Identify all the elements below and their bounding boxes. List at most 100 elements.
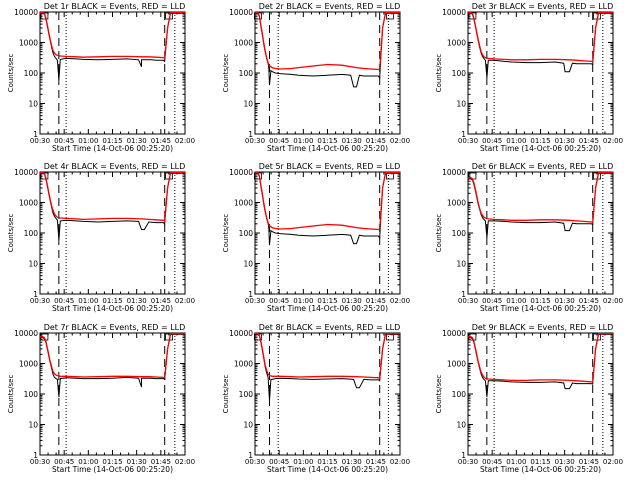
x-tick-label: 01:45 [366, 297, 386, 305]
y-tick-label: 100 [452, 229, 467, 238]
x-tick-label: 00:45 [54, 297, 74, 305]
x-tick-label: 02:00 [390, 458, 410, 466]
y-tick-label: 100 [239, 390, 254, 399]
panel-title: Det 7r BLACK = Events, RED = LLD [44, 323, 186, 332]
x-tick-label: 01:15 [530, 458, 550, 466]
x-axis-label: Start Time (14-Oct-06 00:25:20) [267, 144, 388, 153]
event-rate-line [40, 172, 185, 240]
y-axis-label: Counts/sec [222, 375, 230, 414]
y-tick-label: 10 [243, 260, 253, 269]
lld-rate-line [468, 12, 613, 63]
x-tick-label: 01:00 [506, 458, 526, 466]
y-tick-label: 1000 [19, 199, 38, 208]
y-tick-label: 10000 [442, 168, 466, 177]
x-tick-label: 01:15 [317, 137, 337, 145]
event-rate-line [40, 12, 185, 80]
y-axis-label: Counts/sec [7, 54, 15, 93]
x-tick-label: 02:00 [603, 297, 623, 305]
x-axis-label: Start Time (14-Oct-06 00:25:20) [267, 304, 388, 313]
y-tick-label: 1000 [234, 39, 253, 48]
x-tick-label: 00:30 [245, 458, 265, 466]
x-tick-label: 02:00 [390, 137, 410, 145]
lld-rate-line [40, 172, 185, 221]
y-tick-label: 10 [28, 260, 38, 269]
panel-title: Det 3r BLACK = Events, RED = LLD [472, 2, 614, 11]
x-tick-label: 00:30 [30, 297, 50, 305]
y-tick-label: 1 [461, 451, 466, 460]
x-tick-label: 01:15 [102, 297, 122, 305]
detector-panel: Det 4r BLACK = Events, RED = LLD 1 10 100 10… [7, 162, 195, 313]
x-tick-label: 00:45 [269, 458, 289, 466]
panel-title: Det 1r BLACK = Events, RED = LLD [44, 2, 186, 11]
x-tick-label: 00:45 [54, 458, 74, 466]
lld-rate-line [40, 12, 185, 59]
plot-frame [467, 332, 614, 456]
x-tick-label: 00:45 [482, 137, 502, 145]
event-rate-line [468, 333, 613, 398]
y-tick-label: 1000 [19, 360, 38, 369]
y-tick-label: 10000 [14, 8, 38, 17]
y-axis-label: Counts/sec [435, 54, 443, 93]
x-tick-label: 00:30 [458, 458, 478, 466]
x-tick-label: 01:30 [127, 297, 147, 305]
x-axis-label: Start Time (14-Oct-06 00:25:20) [480, 304, 601, 313]
y-tick-label: 100 [24, 390, 39, 399]
detector-panel: Det 5r BLACK = Events, RED = LLD 1 10 100 10… [222, 162, 410, 313]
y-tick-label: 1 [248, 290, 253, 299]
y-tick-label: 100 [452, 390, 467, 399]
x-tick-label: 01:45 [579, 297, 599, 305]
y-tick-label: 1 [248, 451, 253, 460]
detector-panel: Det 9r BLACK = Events, RED = LLD 1 10 100 10… [435, 323, 623, 474]
detector-panel: Det 3r BLACK = Events, RED = LLD 1 10 100 10… [435, 2, 623, 153]
y-tick-label: 10 [456, 421, 466, 430]
x-tick-label: 00:45 [269, 297, 289, 305]
event-rate-line [40, 333, 185, 398]
plot-frame [467, 171, 614, 295]
panel-title: Det 9r BLACK = Events, RED = LLD [472, 323, 614, 332]
y-axis-label: Counts/sec [7, 214, 15, 253]
x-tick-label: 00:30 [245, 297, 265, 305]
x-tick-label: 02:00 [603, 458, 623, 466]
x-tick-label: 00:45 [269, 137, 289, 145]
y-tick-label: 100 [239, 69, 254, 78]
y-tick-label: 1000 [447, 39, 466, 48]
y-tick-label: 10000 [442, 329, 466, 338]
x-tick-label: 01:00 [78, 297, 98, 305]
x-tick-label: 01:45 [151, 137, 171, 145]
y-tick-label: 10 [28, 421, 38, 430]
x-tick-label: 00:30 [245, 137, 265, 145]
y-tick-label: 1000 [234, 360, 253, 369]
plot-frame [254, 332, 401, 456]
y-axis-label: Counts/sec [435, 375, 443, 414]
lld-rate-line [468, 333, 613, 383]
x-axis-label: Start Time (14-Oct-06 00:25:20) [52, 465, 173, 474]
y-tick-label: 10 [456, 260, 466, 269]
y-tick-label: 10 [456, 100, 466, 109]
x-tick-label: 01:45 [151, 297, 171, 305]
x-tick-label: 01:30 [342, 297, 362, 305]
x-tick-label: 01:15 [102, 137, 122, 145]
x-tick-label: 02:00 [603, 137, 623, 145]
y-tick-label: 10000 [229, 329, 253, 338]
x-tick-label: 01:00 [293, 297, 313, 305]
y-tick-label: 100 [239, 229, 254, 238]
x-tick-label: 01:15 [530, 297, 550, 305]
y-tick-label: 1 [33, 130, 38, 139]
x-tick-label: 01:15 [530, 137, 550, 145]
x-tick-label: 01:00 [506, 297, 526, 305]
x-tick-label: 01:15 [317, 297, 337, 305]
panel-title: Det 6r BLACK = Events, RED = LLD [472, 162, 614, 171]
panel-title: Det 2r BLACK = Events, RED = LLD [259, 2, 401, 11]
y-tick-label: 1 [248, 130, 253, 139]
x-tick-label: 01:30 [127, 458, 147, 466]
y-tick-label: 1 [33, 290, 38, 299]
x-tick-label: 00:30 [30, 137, 50, 145]
x-tick-label: 00:45 [482, 297, 502, 305]
x-tick-label: 01:00 [506, 137, 526, 145]
x-axis-label: Start Time (14-Oct-06 00:25:20) [480, 465, 601, 474]
y-tick-label: 1 [461, 130, 466, 139]
x-tick-label: 01:15 [317, 458, 337, 466]
y-tick-label: 1 [33, 451, 38, 460]
x-tick-label: 00:30 [458, 297, 478, 305]
